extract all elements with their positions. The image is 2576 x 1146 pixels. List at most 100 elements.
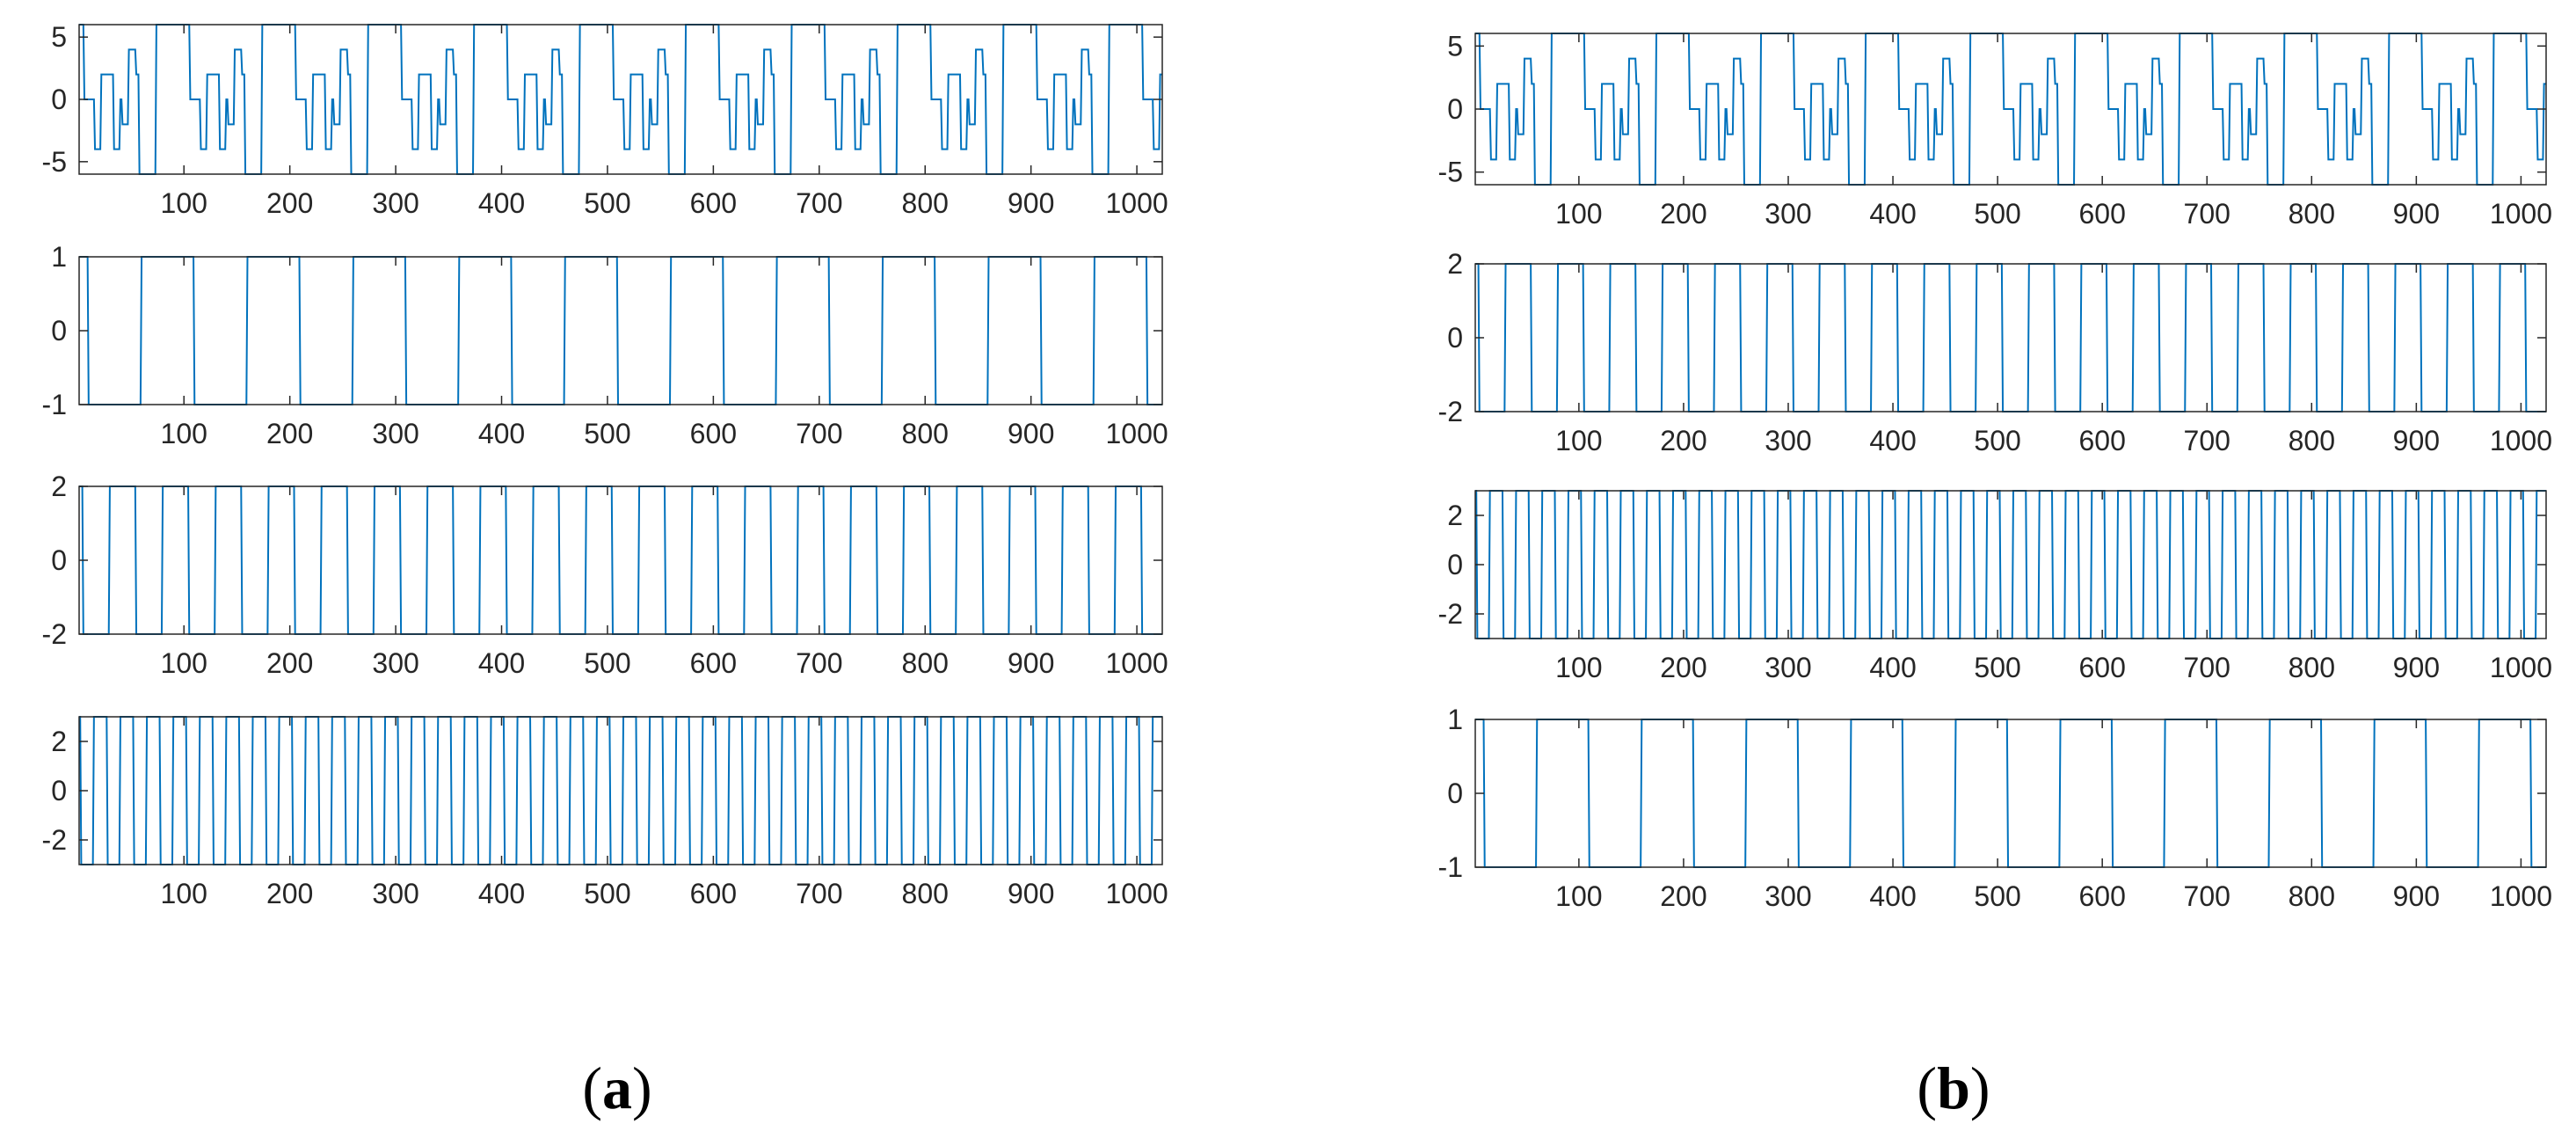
caption-b: (b) [1917, 1055, 1990, 1121]
y-tick-label: -2 [42, 618, 67, 650]
x-tick-label: 700 [2184, 425, 2230, 456]
x-tick-label: 700 [796, 647, 842, 679]
x-tick-label: 100 [1555, 880, 1602, 912]
x-tick-label: 900 [1008, 418, 1054, 449]
x-tick-label: 700 [2184, 652, 2230, 683]
x-tick-label: 100 [161, 878, 207, 909]
axes-box [78, 716, 1163, 865]
signal-line [1475, 719, 2546, 868]
y-tick-label: 0 [1447, 93, 1463, 125]
y-tick-label: -2 [1438, 396, 1463, 427]
y-tick-label: 0 [51, 315, 67, 347]
axes-box [1474, 490, 2547, 639]
subplot-b-3: 100 200 300 400 500 600 700 800 900 1000 -2 0 2 [1438, 490, 2552, 683]
subplot-a-3: 100 200 300 400 500 600 700 800 900 1000 -2 0 2 [42, 471, 1168, 679]
x-tick-label: 100 [161, 647, 207, 679]
x-tick-label: 200 [1660, 652, 1706, 683]
y-tick-label: 0 [51, 775, 67, 807]
x-tick-label: 500 [1974, 425, 2020, 456]
x-tick-label: 600 [2078, 880, 2125, 912]
x-tick-label: 800 [902, 878, 949, 909]
x-tick-label: 300 [372, 878, 418, 909]
x-tick-label: 400 [1869, 425, 1916, 456]
x-tick-label: 200 [266, 418, 313, 449]
x-tick-label: 700 [2184, 198, 2230, 230]
y-tick-label: -5 [1438, 157, 1463, 188]
x-tick-label: 800 [2289, 880, 2335, 912]
y-tick-label: -5 [42, 146, 67, 178]
x-tick-label: 200 [266, 647, 313, 679]
subplot-b-4: 100 200 300 400 500 600 700 800 900 1000 -1 0 1 [1438, 704, 2552, 912]
y-tick-label: 2 [1447, 248, 1463, 280]
x-tick-label: 900 [1008, 187, 1054, 219]
y-tick-label: 5 [51, 21, 67, 53]
x-tick-label: 200 [1660, 425, 1706, 456]
y-tick-label: -1 [1438, 851, 1463, 883]
y-tick-label: 0 [51, 84, 67, 115]
x-tick-label: 900 [1008, 878, 1054, 909]
x-tick-label: 500 [584, 187, 630, 219]
x-tick-label: 1000 [2490, 652, 2552, 683]
x-tick-label: 600 [690, 187, 737, 219]
x-tick-label: 200 [1660, 198, 1706, 230]
y-tick-label: 2 [51, 726, 67, 757]
x-tick-label: 700 [796, 418, 842, 449]
signal-line [1475, 33, 2546, 186]
x-tick-label: 800 [902, 647, 949, 679]
signal-line [79, 256, 1162, 405]
y-tick-label: 1 [51, 241, 67, 273]
x-tick-label: 800 [902, 418, 949, 449]
x-tick-label: 200 [266, 187, 313, 219]
x-tick-label: 900 [2393, 652, 2440, 683]
x-tick-label: 1000 [2490, 198, 2552, 230]
y-tick-label: 2 [1447, 500, 1463, 531]
x-tick-label: 300 [1765, 198, 1811, 230]
x-tick-label: 400 [478, 418, 525, 449]
subplot-a-2: 100 200 300 400 500 600 700 800 900 1000 -1 0 1 [42, 241, 1168, 449]
x-tick-label: 500 [584, 878, 630, 909]
x-tick-label: 400 [1869, 880, 1916, 912]
signal-line [79, 24, 1162, 175]
x-tick-label: 200 [1660, 880, 1706, 912]
x-tick-label: 100 [1555, 652, 1602, 683]
x-tick-label: 600 [2078, 652, 2125, 683]
y-tick-label: 0 [1447, 777, 1463, 809]
caption-a: (a) [582, 1055, 651, 1121]
x-tick-label: 700 [2184, 880, 2230, 912]
x-tick-label: 800 [2289, 652, 2335, 683]
y-tick-label: 1 [1447, 704, 1463, 735]
x-tick-label: 100 [161, 187, 207, 219]
signal-line [1475, 263, 2546, 412]
x-tick-label: 300 [372, 187, 418, 219]
x-tick-label: 300 [372, 418, 418, 449]
x-tick-label: 500 [584, 647, 630, 679]
y-tick-label: 2 [51, 471, 67, 502]
x-tick-label: 600 [2078, 198, 2125, 230]
x-tick-label: 300 [1765, 652, 1811, 683]
y-tick-label: 0 [1447, 322, 1463, 354]
signal-line [79, 485, 1162, 635]
x-tick-label: 500 [1974, 652, 2020, 683]
y-tick-label: 0 [1447, 549, 1463, 580]
x-tick-label: 1000 [2490, 880, 2552, 912]
x-tick-label: 300 [372, 647, 418, 679]
x-tick-label: 900 [2393, 880, 2440, 912]
y-tick-label: -1 [42, 389, 67, 420]
x-tick-label: 800 [2289, 198, 2335, 230]
signal-line [79, 716, 1162, 865]
x-tick-label: 400 [478, 878, 525, 909]
x-tick-label: 500 [1974, 880, 2020, 912]
axes-box [1474, 719, 2547, 868]
y-tick-label: -2 [1438, 598, 1463, 630]
x-tick-label: 800 [902, 187, 949, 219]
x-tick-label: 400 [1869, 198, 1916, 230]
x-tick-label: 400 [478, 187, 525, 219]
x-tick-label: 1000 [1106, 647, 1168, 679]
x-tick-label: 300 [1765, 880, 1811, 912]
x-tick-label: 600 [690, 418, 737, 449]
x-tick-label: 100 [161, 418, 207, 449]
x-tick-label: 600 [690, 878, 737, 909]
x-tick-label: 100 [1555, 198, 1602, 230]
